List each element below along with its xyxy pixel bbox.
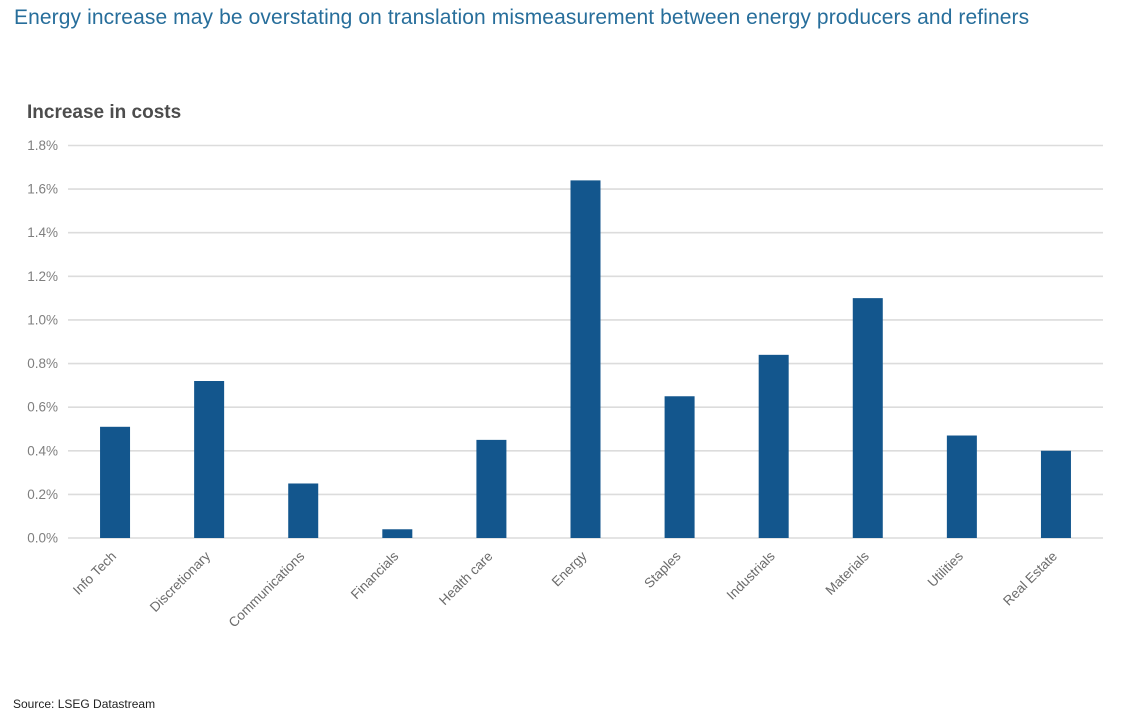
y-tick-label: 1.8% <box>27 138 58 153</box>
y-tick-label: 0.4% <box>27 443 58 458</box>
x-tick-label: Communications <box>226 548 308 630</box>
x-axis-category-labels: Info Tech Discretionary Communications Fina… <box>70 548 1060 630</box>
x-tick-label: Industrials <box>724 548 778 602</box>
x-tick-label: Info Tech <box>70 549 119 598</box>
y-tick-label: 1.6% <box>27 182 58 197</box>
bar-health-care <box>476 439 507 538</box>
x-tick-label: Financials <box>348 548 402 602</box>
source-note: Source: LSEG Datastream <box>13 697 156 711</box>
y-axis-tick-labels: 0.0% 0.2% 0.4% 0.6% 0.8% 1.0% 1.2% 1.4% 1.6% 1.8% <box>27 138 58 546</box>
x-tick-label: Real Estate <box>1000 549 1060 609</box>
y-tick-label: 1.4% <box>27 225 58 240</box>
bar-info-tech <box>100 426 131 538</box>
y-tick-label: 0.0% <box>27 531 58 546</box>
bar-series <box>100 180 1071 538</box>
y-tick-label: 1.2% <box>27 269 58 284</box>
x-tick-label: Staples <box>641 548 684 591</box>
bar-financials <box>382 529 413 538</box>
x-tick-label: Materials <box>823 548 873 598</box>
y-tick-label: 0.2% <box>27 487 58 502</box>
bar-real-estate <box>1040 450 1071 538</box>
chart-title: Increase in costs <box>27 102 182 123</box>
page-title: Energy increase may be overstating on tr… <box>14 6 1030 29</box>
x-tick-label: Discretionary <box>147 548 213 614</box>
bar-communications <box>288 483 319 538</box>
bar-discretionary <box>194 381 225 538</box>
x-tick-label: Utilities <box>925 548 967 590</box>
y-tick-label: 1.0% <box>27 312 58 327</box>
bar-staples <box>664 396 695 538</box>
y-tick-label: 0.8% <box>27 356 58 371</box>
bar-materials <box>852 298 883 538</box>
bar-industrials <box>758 354 789 538</box>
bar-utilities <box>946 435 977 538</box>
x-tick-label: Energy <box>549 548 590 589</box>
y-tick-label: 0.6% <box>27 400 58 415</box>
x-tick-label: Health care <box>436 549 495 608</box>
bar-energy <box>570 180 601 538</box>
